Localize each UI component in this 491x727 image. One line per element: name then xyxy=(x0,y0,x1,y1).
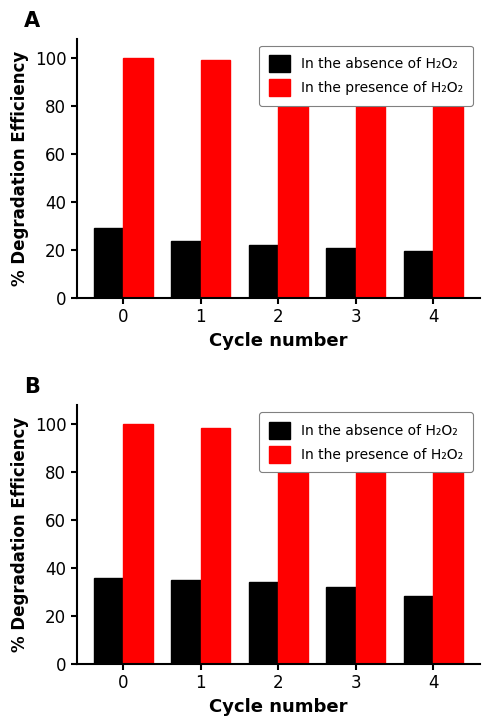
Bar xyxy=(171,241,201,297)
Bar xyxy=(356,436,385,664)
Bar xyxy=(327,587,356,664)
Bar xyxy=(434,70,463,297)
Legend: In the absence of H₂O₂, In the presence of H₂O₂: In the absence of H₂O₂, In the presence … xyxy=(259,46,473,106)
Bar xyxy=(94,228,123,297)
Bar xyxy=(404,595,434,664)
Bar xyxy=(201,60,230,297)
Bar xyxy=(278,431,308,664)
X-axis label: Cycle number: Cycle number xyxy=(209,332,348,350)
Bar xyxy=(249,582,278,664)
Text: A: A xyxy=(24,11,40,31)
Y-axis label: % Degradation Efficiency: % Degradation Efficiency xyxy=(11,51,29,286)
Bar xyxy=(356,65,385,297)
Y-axis label: % Degradation Efficiency: % Degradation Efficiency xyxy=(11,417,29,652)
Bar xyxy=(249,245,278,297)
Bar xyxy=(201,427,230,664)
Bar xyxy=(123,58,153,297)
X-axis label: Cycle number: Cycle number xyxy=(209,698,348,716)
Bar xyxy=(434,440,463,664)
Bar xyxy=(327,249,356,297)
Text: B: B xyxy=(24,377,40,397)
Bar xyxy=(171,580,201,664)
Bar xyxy=(278,63,308,297)
Bar xyxy=(123,424,153,664)
Bar xyxy=(404,251,434,297)
Bar xyxy=(94,578,123,664)
Legend: In the absence of H₂O₂, In the presence of H₂O₂: In the absence of H₂O₂, In the presence … xyxy=(259,412,473,473)
